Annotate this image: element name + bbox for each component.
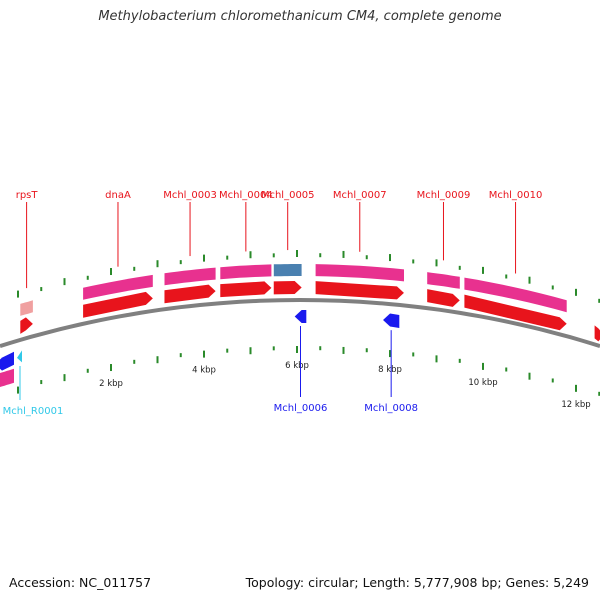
genome-title: Methylobacterium chloromethanicum CM4, c…	[98, 9, 502, 24]
scale-label: 6 kbp	[285, 361, 309, 371]
cds-forward-arrow	[164, 284, 216, 304]
gene-block	[164, 267, 216, 286]
feature-label: Mchl_0005	[261, 190, 315, 201]
outer-tick-track	[17, 250, 600, 303]
gene-track	[20, 264, 567, 316]
cds-reverse-arrow	[294, 310, 307, 324]
feature-label: rpsT	[16, 190, 39, 201]
scale-label: 8 kbp	[378, 365, 402, 375]
accession-text: Accession: NC_011757	[9, 575, 152, 590]
cds-forward-arrow	[464, 294, 567, 331]
cds-forward-arrow	[83, 291, 153, 318]
genome-backbone	[0, 297, 600, 349]
gene-block	[83, 274, 153, 300]
feature-label: Mchl_0007	[333, 190, 387, 201]
scale-label: 4 kbp	[192, 366, 216, 376]
cds-reverse-arrow	[0, 351, 14, 371]
scale-label: 2 kbp	[99, 379, 123, 389]
reverse-feature-labels: Mchl_R0001 Mchl_0006 Mchl_0008	[3, 326, 418, 417]
feature-label: Mchl_0003	[163, 190, 217, 201]
cds-forward-arrow	[20, 317, 33, 334]
feature-label: Mchl_0009	[417, 190, 471, 201]
feature-label: Mchl_0010	[489, 190, 543, 201]
feature-label: Mchl_0004	[219, 190, 273, 201]
cds-forward-arrow	[427, 289, 460, 307]
cds-forward-arrow	[315, 281, 404, 300]
scale-label: 12 kbp	[561, 400, 590, 410]
inner-tick-track	[17, 346, 600, 396]
cds-forward-arrow	[273, 281, 302, 295]
cds-forward-arrow	[220, 281, 272, 298]
cds-reverse-arrow	[383, 313, 400, 328]
gene-block	[315, 264, 404, 282]
forward-cds-track	[20, 281, 600, 342]
feature-label: Mchl_R0001	[3, 406, 64, 417]
cds-forward-arrow	[594, 325, 600, 342]
feature-label: Mchl_0006	[274, 403, 328, 414]
feature-label: dnaA	[105, 190, 131, 201]
gene-block	[273, 264, 302, 277]
gene-block	[427, 272, 460, 289]
gene-block	[20, 300, 33, 316]
gene-block	[0, 368, 14, 388]
rna-marker	[17, 350, 22, 363]
genome-summary-text: Topology: circular; Length: 5,777,908 bp…	[245, 575, 589, 590]
scale-label: 10 kbp	[468, 378, 497, 388]
gene-block	[220, 264, 272, 280]
gene-block	[464, 277, 567, 313]
scale-labels: 2 kbp 4 kbp 6 kbp 8 kbp 10 kbp 12 kbp	[99, 361, 591, 410]
feature-label: Mchl_0008	[364, 403, 418, 414]
reverse-strand-track	[0, 310, 400, 388]
